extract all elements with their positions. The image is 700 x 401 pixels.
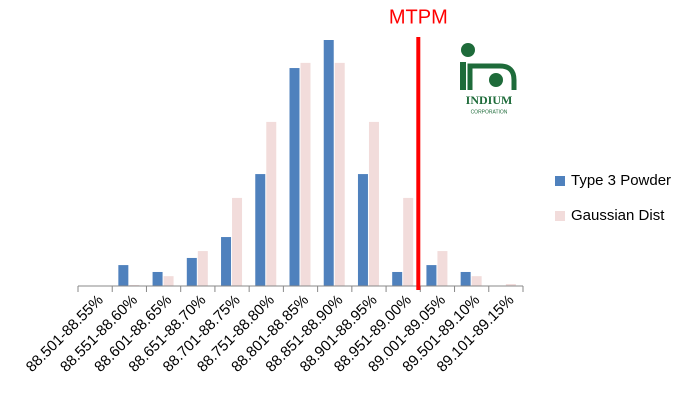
logo-bar [460, 62, 466, 90]
bar [368, 121, 379, 286]
bar [357, 174, 368, 286]
logo-name: INDIUM [466, 93, 513, 107]
logo: INDIUM CORPORATION [460, 43, 517, 115]
bar [437, 251, 448, 286]
bar [118, 265, 129, 286]
bar [403, 197, 414, 286]
logo-dot [461, 43, 475, 57]
bar [460, 271, 471, 286]
logo-dot [489, 73, 503, 87]
bar [471, 276, 482, 286]
bar [426, 265, 437, 286]
logo-arch [467, 63, 517, 90]
bar [221, 237, 232, 286]
legend-label: Type 3 Powder [571, 172, 671, 189]
logo-subtitle: CORPORATION [471, 109, 508, 115]
bar [255, 174, 266, 286]
legend-swatch [555, 211, 565, 221]
bar [392, 271, 403, 286]
bar [232, 197, 243, 286]
bar [266, 121, 277, 286]
bar [505, 284, 516, 286]
legend-swatch [555, 176, 565, 186]
annotation-label: MTPM [389, 6, 448, 28]
bar [152, 271, 163, 286]
bar [163, 276, 174, 286]
bar [323, 40, 334, 286]
bar [334, 62, 345, 287]
legend-label: Gaussian Dist [571, 207, 665, 224]
bar [300, 62, 311, 287]
bar [289, 68, 300, 286]
bar [197, 251, 208, 286]
bar [186, 257, 197, 286]
